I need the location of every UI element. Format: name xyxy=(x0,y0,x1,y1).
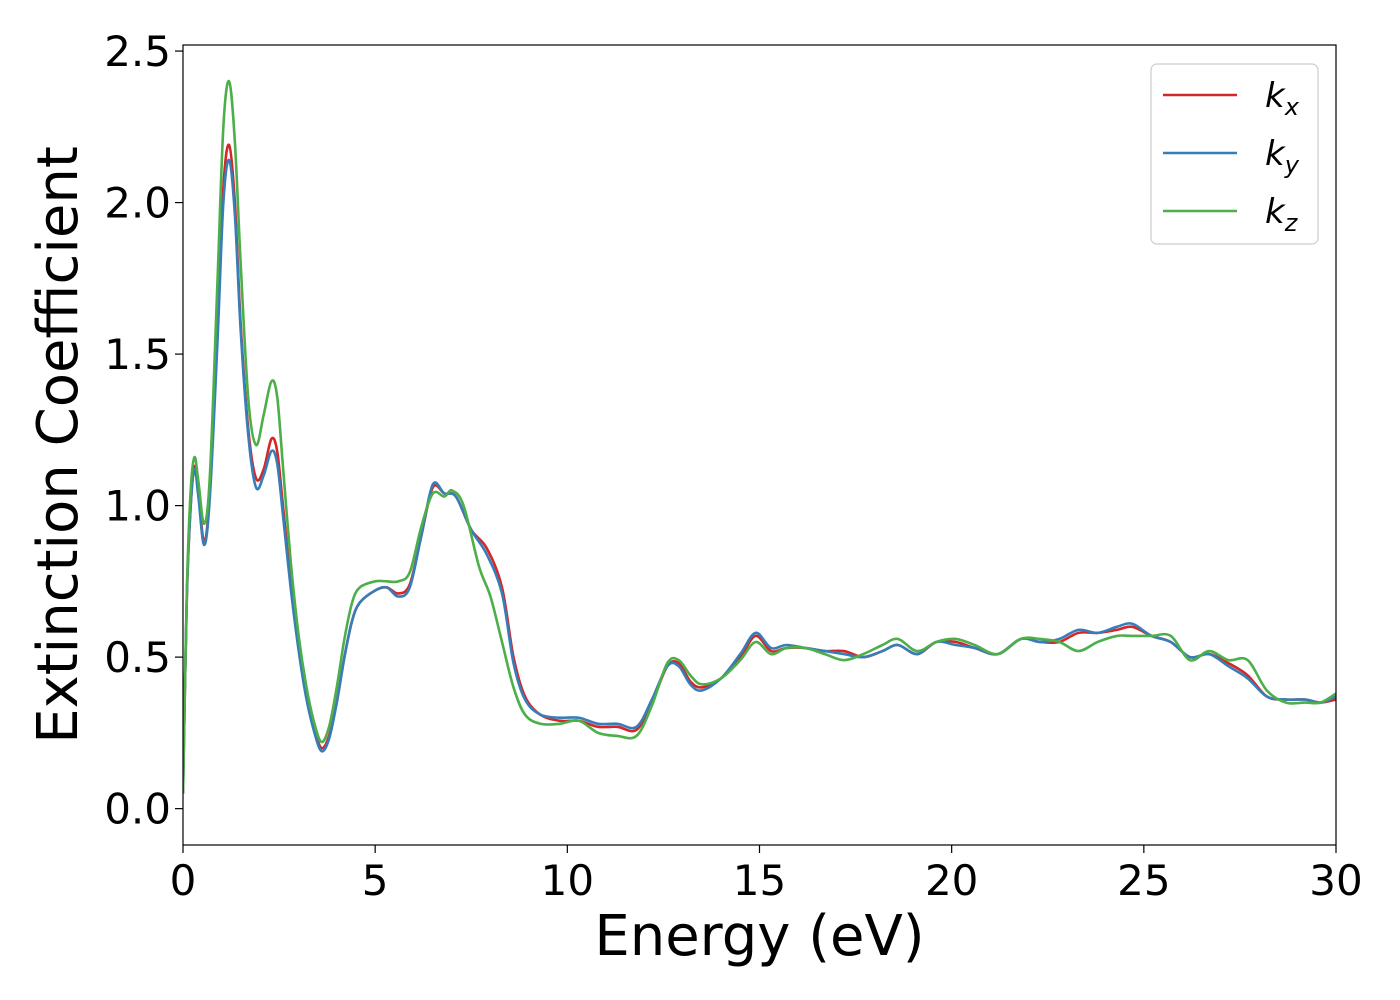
y-tick-label: 1.0 xyxy=(104,482,171,531)
y-tick-label: 0.0 xyxy=(104,785,171,834)
y-tick-label: 1.5 xyxy=(104,330,171,379)
x-tick-label: 20 xyxy=(925,856,978,905)
x-tick-label: 10 xyxy=(541,856,594,905)
plot-lines xyxy=(183,79,1336,794)
x-tick-label: 0 xyxy=(170,856,197,905)
series-line-kz xyxy=(183,79,1336,794)
x-tick-label: 30 xyxy=(1309,856,1362,905)
x-tick-label: 15 xyxy=(733,856,786,905)
series-line-ky xyxy=(183,158,1336,794)
x-axis-ticks: 0 5 10 15 20 25 30 xyxy=(170,845,1363,905)
y-tick-label: 2.5 xyxy=(104,27,171,76)
x-tick-label: 5 xyxy=(362,856,389,905)
y-axis-label: Extinction Coefficient xyxy=(26,146,91,744)
x-axis-label: Energy (eV) xyxy=(594,904,924,969)
y-tick-label: 2.0 xyxy=(104,179,171,228)
y-tick-label: 0.5 xyxy=(104,633,171,682)
x-tick-label: 25 xyxy=(1117,856,1170,905)
y-axis-ticks: 0.0 0.5 1.0 1.5 2.0 2.5 xyxy=(104,27,183,834)
